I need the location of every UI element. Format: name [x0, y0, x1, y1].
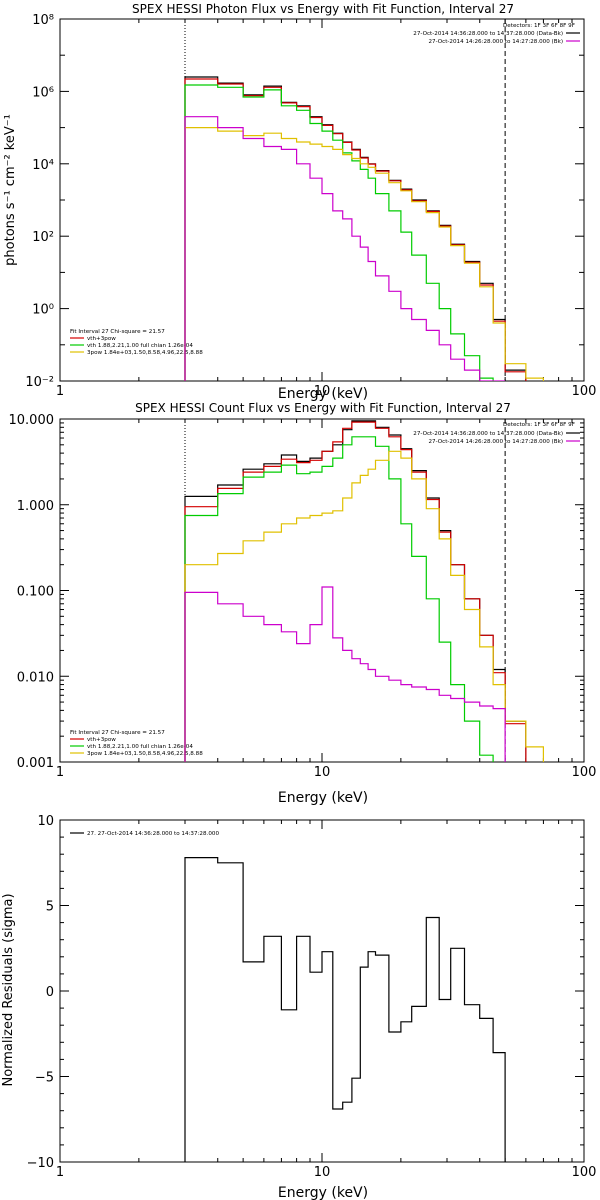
panel1-series-vth — [184, 84, 494, 381]
panel2-series-bk — [184, 586, 506, 762]
panel1-ytick-label: 10⁸ — [32, 13, 54, 28]
panel1-xtick-label: 100 — [572, 384, 597, 399]
panel3-ytick-label: 10 — [37, 814, 54, 829]
panel3-plot: 1 10 100 −10 −5 0 5 10 — [27, 814, 597, 1180]
panel2-xlabel: Energy (keV) — [278, 790, 368, 806]
panel3-legend-entry-0: 27. 27-Oct-2014 14:36:28.000 to 14:37:28… — [87, 831, 219, 837]
panel1-ytick-label: 10⁻² — [25, 375, 54, 390]
panel1-series-bk — [184, 116, 506, 381]
panel2-plot: 1 10 100 0.001 0.010 0.100 1.000 10.000 — [9, 413, 597, 780]
panel3-ytick-label: 5 — [46, 900, 54, 915]
panel1-fit-entry-1: vth 1.88,2.21,1.00 full chian 1.26e-04 — [87, 343, 193, 349]
panel3-xtick-label: 10 — [314, 1165, 331, 1180]
panel2-title: SPEX HESSI Count Flux vs Energy with Fit… — [135, 401, 511, 415]
panel2-xtick-label: 10 — [314, 765, 331, 780]
panel1-series-data-bk — [184, 76, 527, 381]
panel1-ylabel: photons s⁻¹ cm⁻² keV⁻¹ — [3, 114, 18, 266]
panel2-ytick-label: 10.000 — [9, 413, 55, 428]
panel2-series-vth-3pow — [184, 421, 527, 762]
panel3-ylabel: Normalized Residuals (sigma) — [1, 893, 16, 1086]
panel3-ytick-label: 0 — [46, 985, 54, 1000]
panel2-ytick-label: 0.010 — [17, 670, 54, 685]
panel1-ytick-label: 10⁶ — [32, 85, 54, 100]
panel3-xlabel: Energy (keV) — [278, 1185, 368, 1200]
panel1-legend-header: Detectors: 1F 3F 6F 8F 9F — [503, 23, 575, 29]
panel1-xtick-label: 1 — [56, 384, 64, 399]
panel2-xtick-label: 100 — [572, 765, 597, 780]
panel2-legend-header: Detectors: 1F 3F 6F 8F 9F — [503, 422, 575, 428]
panel1-xlabel: Energy (keV) — [278, 386, 368, 402]
panel3-xtick-label: 1 — [56, 1165, 64, 1180]
panel2-xtick-label: 1 — [56, 765, 64, 780]
panel1-series-3pow — [184, 127, 544, 381]
panel2-legend-entry-0: 27-Oct-2014 14:36:28.000 to 14:37:28.000… — [413, 431, 563, 437]
panel2-ytick-label: 1.000 — [17, 499, 54, 514]
panel2-fit-header: Fit Interval 27 Chi-square = 21.57 — [70, 730, 165, 736]
panel1-fit-entry-2: 3pow 1.84e+03,1.50,8.58,4.96,22.5,8.88 — [87, 350, 203, 356]
panel1-ytick-label: 10⁴ — [32, 158, 54, 173]
panel1-xtick-label: 10 — [314, 384, 331, 399]
panel1-legend-entry-1: 27-Oct-2014 14:26:28.000 to 14:27:28.000… — [428, 39, 563, 45]
panel1-ytick-label: 10⁰ — [32, 303, 54, 318]
panel3-series-residuals — [184, 857, 506, 1162]
panel3-xtick-label: 100 — [572, 1165, 597, 1180]
panel1-series-vth-3pow — [184, 78, 527, 381]
panel2-fit-entry-1: vth 1.88,2.21,1.00 full chian 1.26e-04 — [87, 744, 193, 750]
panel1-fit-entry-0: vth+3pow — [87, 336, 116, 342]
panel2-ytick-label: 0.100 — [17, 585, 54, 600]
panel3-ytick-label: −5 — [35, 1071, 54, 1086]
panel2-series-3pow — [184, 450, 544, 762]
panel2-series-data-bk — [184, 420, 527, 762]
panel1-fit-header: Fit Interval 27 Chi-square = 21.57 — [70, 329, 165, 335]
panel1-title: SPEX HESSI Photon Flux vs Energy with Fi… — [132, 2, 514, 16]
panel2-fit-entry-2: 3pow 1.84e+03,1.50,8.58,4.96,22.5,8.88 — [87, 751, 203, 757]
panel1-legend-entry-0: 27-Oct-2014 14:36:28.000 to 14:37:28.000… — [413, 31, 563, 37]
panel2-legend-entry-1: 27-Oct-2014 14:26:28.000 to 14:27:28.000… — [428, 439, 563, 445]
panel2-fit-entry-0: vth+3pow — [87, 737, 116, 743]
panel2-series-vth — [184, 436, 494, 762]
panel3-ytick-label: −10 — [27, 1156, 54, 1171]
panel1-ytick-label: 10² — [32, 230, 54, 245]
panel2-ytick-label: 0.001 — [17, 756, 54, 771]
panel1-plot: 1 10 100 10⁻² 10⁰ 10² 10⁴ 10⁶ 10⁸ — [25, 13, 596, 399]
